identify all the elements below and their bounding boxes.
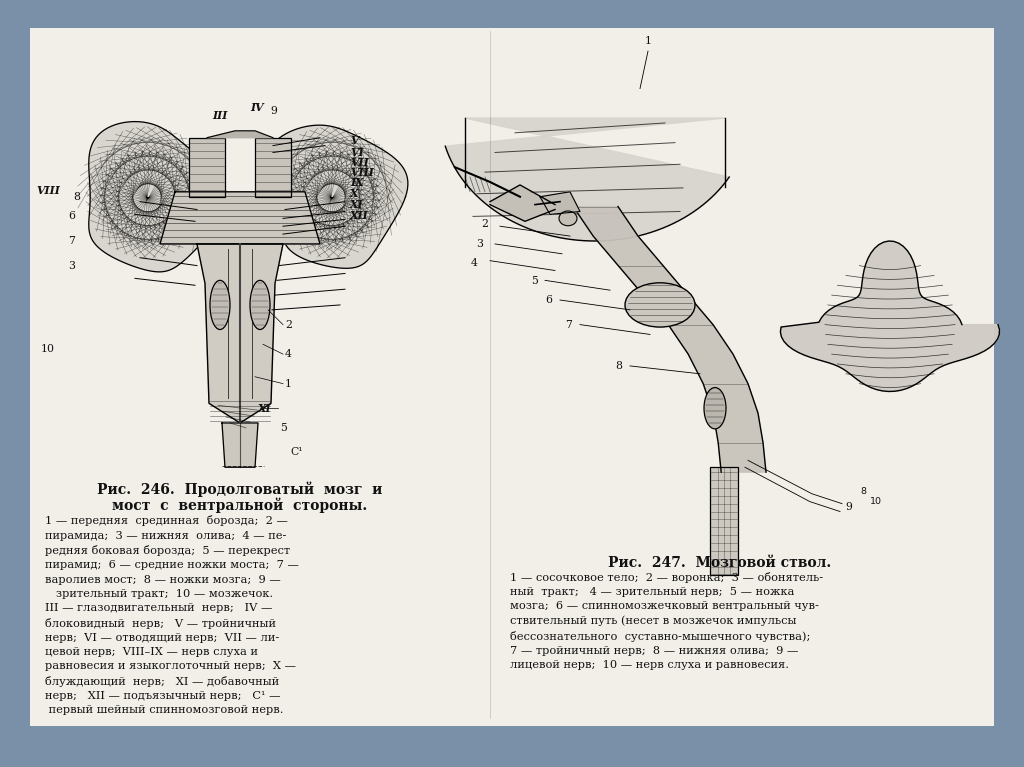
Text: 2: 2 [481, 219, 488, 229]
Text: Рис.  247.  Мозговой ствол.: Рис. 247. Мозговой ствол. [608, 556, 831, 570]
Text: 8: 8 [73, 192, 80, 202]
Polygon shape [89, 122, 226, 272]
Ellipse shape [705, 387, 726, 429]
Polygon shape [197, 244, 283, 423]
Text: 4: 4 [471, 258, 478, 268]
Bar [189, 138, 225, 196]
Text: 3: 3 [68, 261, 75, 271]
Text: III: III [212, 110, 227, 121]
Text: 5: 5 [280, 423, 287, 433]
Text: 6: 6 [545, 295, 552, 305]
Text: 6: 6 [68, 212, 75, 222]
Text: X: X [350, 188, 358, 199]
Text: 8: 8 [860, 487, 866, 496]
Text: 2: 2 [285, 320, 292, 330]
Text: 9: 9 [845, 502, 852, 512]
Text: IV: IV [250, 102, 263, 113]
Text: V: V [350, 135, 358, 146]
Ellipse shape [210, 281, 230, 330]
Text: 1 — передняя  срединная  борозда;  2 —
пирамида;  3 — нижняя  олива;  4 — пе-
ре: 1 — передняя срединная борозда; 2 — пира… [45, 515, 299, 715]
Ellipse shape [625, 283, 695, 327]
Bar [255, 138, 291, 196]
Text: VI: VI [350, 147, 364, 158]
Text: IX: IX [350, 177, 364, 189]
Text: 8: 8 [615, 361, 622, 371]
Text: Рис.  246.  Продолговатый  мозг  и: Рис. 246. Продолговатый мозг и [97, 482, 383, 498]
Text: 9: 9 [270, 106, 276, 116]
Text: 5: 5 [531, 276, 538, 286]
Polygon shape [160, 192, 319, 244]
Text: VII: VII [350, 156, 369, 168]
Text: 7: 7 [69, 236, 75, 246]
Text: XI: XI [258, 403, 271, 413]
Text: XII: XII [350, 210, 369, 221]
Text: XI: XI [350, 199, 364, 210]
Polygon shape [780, 241, 999, 391]
Text: VIII: VIII [350, 166, 374, 178]
Text: C¹: C¹ [290, 447, 303, 457]
Ellipse shape [559, 211, 577, 225]
Text: 1: 1 [285, 379, 292, 389]
Text: 10: 10 [41, 344, 55, 354]
Bar [710, 467, 738, 575]
Polygon shape [264, 125, 408, 268]
Text: 3: 3 [476, 239, 483, 249]
Text: VIII: VIII [36, 186, 60, 196]
Polygon shape [207, 131, 273, 138]
Ellipse shape [250, 281, 270, 330]
Text: 7: 7 [565, 320, 572, 330]
Text: 4: 4 [285, 349, 292, 359]
Text: мост  с  вентральной  стороны.: мост с вентральной стороны. [113, 498, 368, 513]
Text: 1 — сосочковое тело;  2 — воронка;  3 — обонятель-
ный  тракт;   4 — зрительный : 1 — сосочковое тело; 2 — воронка; 3 — об… [510, 571, 823, 670]
Polygon shape [573, 206, 766, 472]
Polygon shape [540, 192, 580, 215]
Text: 1: 1 [644, 36, 651, 46]
Polygon shape [222, 423, 258, 467]
Polygon shape [490, 187, 555, 222]
Polygon shape [445, 118, 729, 241]
Text: 10: 10 [870, 497, 882, 506]
